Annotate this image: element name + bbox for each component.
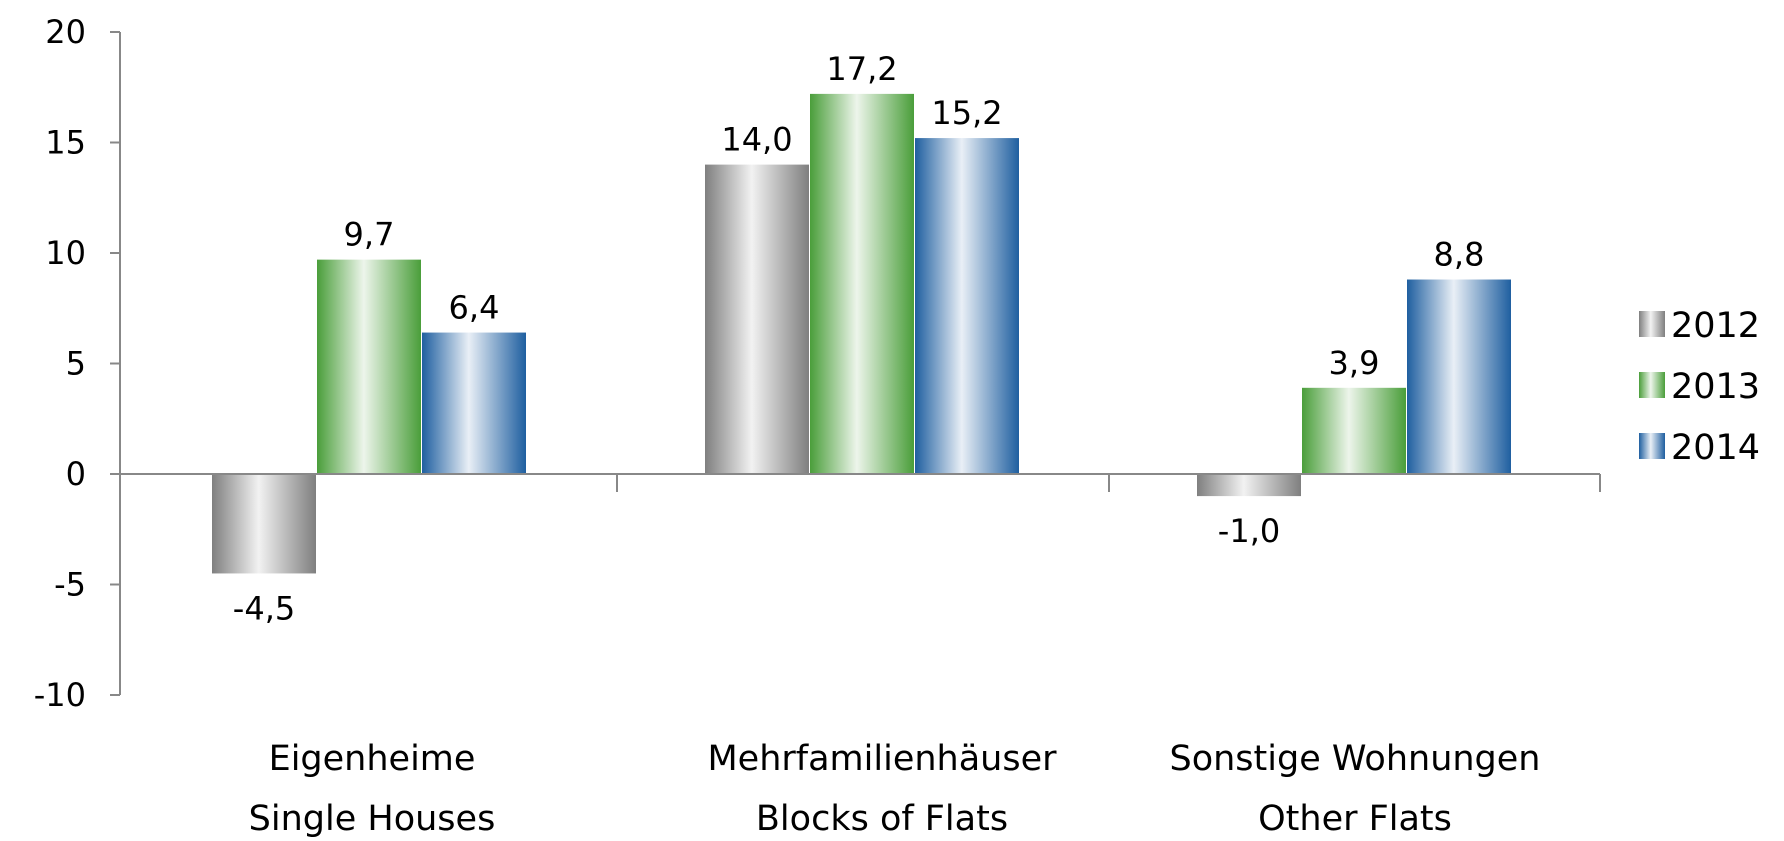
y-tick-label: 0 bbox=[66, 455, 86, 493]
data-label-2012-2: -1,0 bbox=[1218, 512, 1280, 550]
bar-2013-1 bbox=[810, 93, 914, 474]
category-label-en: Blocks of Flats bbox=[756, 799, 1008, 839]
labels: -4,5 14,0 -1,0 9,7 17,2 3,9 6,4 15,2 8,8 Eigenhei… bbox=[233, 50, 1541, 839]
data-label-2012-0: -4,5 bbox=[233, 589, 295, 627]
legend-swatch-2012 bbox=[1639, 311, 1665, 337]
axes: 20 15 10 5 0 -5 -10 bbox=[34, 13, 1601, 714]
y-tick-label: 5 bbox=[66, 345, 86, 383]
category-label-en: Single Houses bbox=[249, 799, 496, 839]
plot-area bbox=[212, 93, 1511, 574]
data-label-2014-2: 8,8 bbox=[1434, 236, 1485, 274]
data-label-2014-0: 6,4 bbox=[449, 289, 500, 327]
category-label-en: Other Flats bbox=[1258, 799, 1452, 839]
bar-2013-2 bbox=[1302, 387, 1406, 474]
legend-label-2012: 2012 bbox=[1671, 306, 1760, 346]
bar-2013-0 bbox=[317, 259, 421, 474]
data-label-2013-0: 9,7 bbox=[344, 216, 395, 254]
bar-2012-2 bbox=[1197, 474, 1301, 497]
data-label-2013-2: 3,9 bbox=[1329, 344, 1380, 382]
y-tick-label: 15 bbox=[45, 124, 86, 162]
category-label-de: Eigenheime bbox=[269, 739, 476, 779]
bar-2014-0 bbox=[422, 332, 526, 474]
y-tick-label: -10 bbox=[34, 676, 86, 714]
y-tick-label: 20 bbox=[45, 13, 86, 51]
legend-swatch-2014 bbox=[1639, 433, 1665, 459]
bar-2012-0 bbox=[212, 474, 316, 574]
data-label-2012-1: 14,0 bbox=[721, 121, 792, 159]
category-label-de: Sonstige Wohnungen bbox=[1169, 739, 1540, 779]
legend-label-2014: 2014 bbox=[1671, 428, 1760, 468]
legend: 2012 2013 2014 bbox=[1639, 306, 1760, 468]
legend-label-2013: 2013 bbox=[1671, 367, 1760, 407]
data-label-2014-1: 15,2 bbox=[931, 94, 1002, 132]
data-label-2013-1: 17,2 bbox=[826, 50, 897, 88]
bar-2014-1 bbox=[915, 138, 1019, 474]
y-tick-label: 10 bbox=[45, 234, 86, 272]
bar-2014-2 bbox=[1407, 279, 1511, 474]
y-tick-label: -5 bbox=[54, 566, 86, 604]
legend-swatch-2013 bbox=[1639, 372, 1665, 398]
bar-2012-1 bbox=[705, 164, 809, 474]
category-label-de: Mehrfamilienhäuser bbox=[707, 739, 1057, 779]
